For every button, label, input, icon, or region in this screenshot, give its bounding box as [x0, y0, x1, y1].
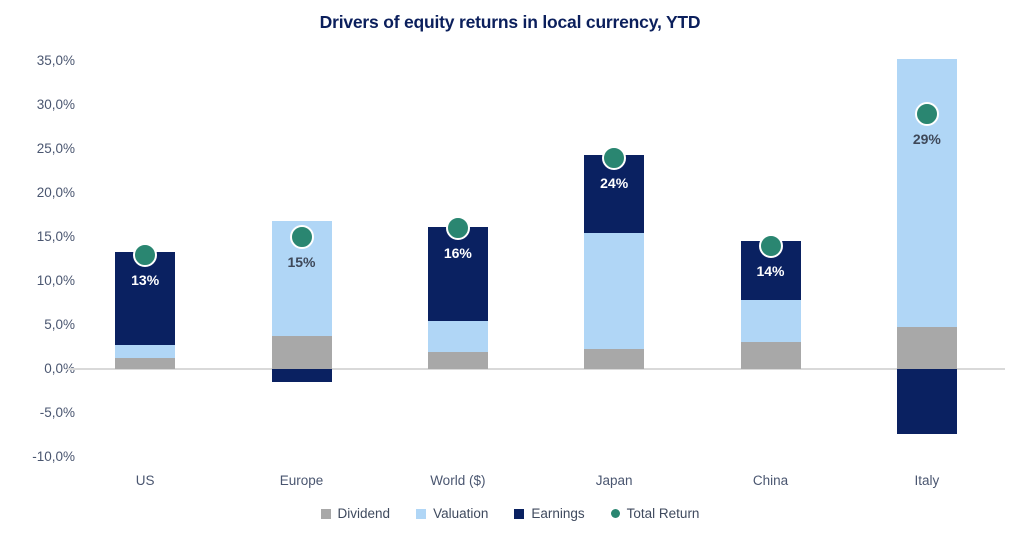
legend-label: Valuation	[433, 506, 489, 521]
y-tick-label: 25,0%	[36, 141, 75, 156]
total-return-marker-italy	[914, 101, 939, 126]
y-tick-label: 5,0%	[44, 317, 75, 332]
data-label-europe: 15%	[287, 254, 316, 270]
bar-segment-valuation-japan	[584, 232, 645, 349]
legend-item-earnings: Earnings	[514, 506, 585, 521]
x-axis-label-europe: Europe	[279, 473, 324, 488]
bar-segment-valuation-world	[427, 320, 488, 353]
total-return-marker-europe	[289, 225, 314, 249]
bar-segment-earnings-italy	[896, 369, 957, 435]
data-label-us: 13%	[131, 271, 160, 288]
legend-label: Total Return	[626, 506, 700, 521]
bar-segment-earnings-world	[427, 227, 488, 321]
dividend-swatch-icon	[320, 508, 331, 519]
bar-segment-dividend-world	[427, 352, 488, 369]
bar-segment-valuation-china	[740, 300, 801, 342]
bar-segment-dividend-us	[115, 357, 176, 369]
x-axis-label-world: World ($)	[430, 473, 486, 488]
valuation-swatch-icon	[416, 508, 427, 519]
x-axis-label-us: US	[135, 473, 155, 488]
total-return-marker-japan	[602, 145, 627, 170]
legend-item-total-return: Total Return	[610, 506, 700, 521]
y-tick-label: 15,0%	[36, 229, 75, 244]
total-return-marker-us	[133, 242, 158, 267]
y-tick-label: 10,0%	[36, 273, 75, 288]
legend-item-dividend: Dividend	[320, 506, 391, 521]
y-tick-label: 20,0%	[36, 185, 75, 200]
bar-segment-earnings-europe	[271, 369, 332, 383]
data-label-china: 14%	[756, 262, 785, 279]
zero-gridline	[67, 368, 1005, 370]
total-return-marker-world	[445, 216, 470, 241]
chart-title: Drivers of equity returns in local curre…	[319, 12, 701, 32]
bar-segment-dividend-italy	[896, 326, 957, 369]
bar-segment-valuation-us	[115, 345, 176, 358]
data-label-italy: 29%	[912, 130, 941, 147]
y-tick-label: -10,0%	[32, 449, 75, 464]
legend-label: Dividend	[337, 506, 391, 521]
total-return-swatch-icon	[610, 509, 620, 518]
data-label-japan: 24%	[600, 174, 629, 191]
earnings-swatch-icon	[514, 508, 525, 519]
x-axis-label-china: China	[752, 473, 789, 488]
data-label-world: 16%	[443, 245, 472, 262]
bar-segment-valuation-italy	[896, 59, 957, 327]
bar-segment-dividend-europe	[271, 336, 332, 369]
y-tick-label: -5,0%	[39, 405, 75, 420]
total-return-marker-china	[758, 233, 783, 258]
y-tick-label: 30,0%	[36, 97, 75, 112]
legend: Dividend Valuation Earnings Total Return	[0, 506, 1020, 521]
x-axis-label-japan: Japan	[595, 473, 633, 488]
bar-segment-dividend-japan	[584, 348, 645, 369]
legend-item-valuation: Valuation	[416, 506, 488, 521]
y-tick-label: 0,0%	[44, 361, 75, 376]
bar-segment-earnings-us	[115, 251, 176, 346]
x-axis-label-italy: Italy	[914, 473, 940, 488]
legend-label: Earnings	[531, 506, 585, 521]
bar-segment-dividend-china	[740, 341, 801, 369]
y-tick-label: 35,0%	[36, 53, 75, 68]
